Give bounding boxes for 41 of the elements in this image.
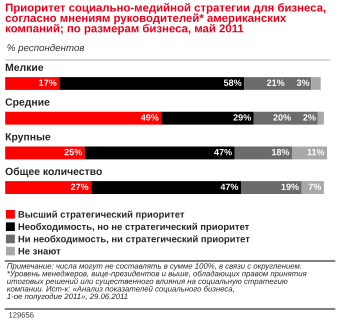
legend-label: Необходимость, но не стратегический приоритет [18,222,250,232]
data-label: 29% [233,114,251,121]
bar [84,146,235,160]
bar [161,112,254,125]
y-tick-label: Общее количество [6,167,102,178]
data-label: 7% [308,184,322,190]
data-label: 3% [296,80,310,86]
data-label: 21% [266,80,284,86]
legend-label: Высший стратегический приоритет [18,210,184,220]
bar [311,77,321,90]
bar [234,146,292,160]
bar [241,181,302,194]
bar [292,146,328,160]
bar [59,77,244,90]
bar [302,181,324,194]
data-label: 20% [273,114,291,121]
y-tick-label: Мелкие [6,64,44,72]
y-tick-label: Крупные [6,133,50,142]
chart-title: Приоритет социально-медийной стратегии для бизнеса, согласно мнениям руководителей* американских компаний; по размерам бизнеса, май 2011 [6,3,326,35]
data-label: 47% [214,148,232,156]
bar [318,112,324,125]
data-label: 25% [64,148,82,156]
data-label: 19% [282,184,299,190]
data-label: 27% [70,184,88,190]
bar [91,181,242,194]
bar [5,146,85,160]
y-tick-label: Средние [6,98,50,108]
data-label: 49% [140,114,159,121]
chart-subtitle: % респондентов [7,44,84,54]
bar [5,181,92,194]
data-label: 11% [308,148,324,156]
data-label: 2% [303,114,316,121]
data-label: 58% [224,80,242,86]
data-label: 18% [272,148,290,156]
bar [5,112,162,125]
data-label: 47% [220,184,238,190]
data-label: 17% [39,80,57,86]
bar [5,77,60,90]
legend-label: Не знают [18,248,60,254]
legend-label: Ни необходимость, ни стратегический приоритет [18,235,250,244]
bar [244,77,312,90]
